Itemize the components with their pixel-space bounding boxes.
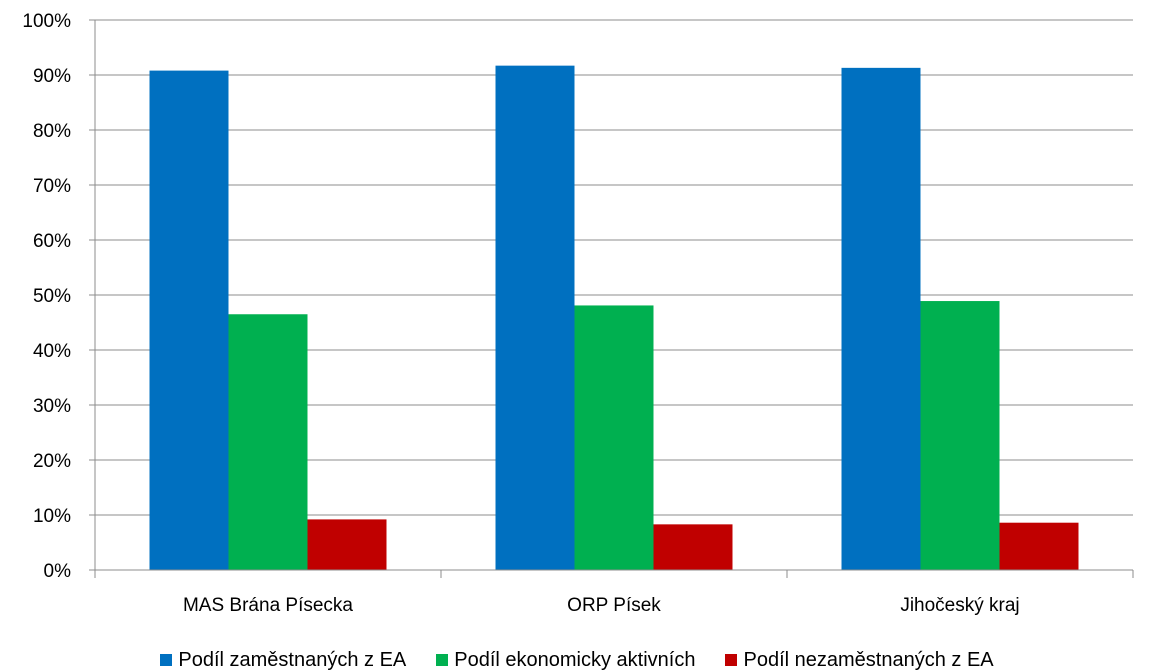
legend-swatch [436, 654, 449, 666]
bars [149, 65, 1079, 571]
legend-label: Podíl ekonomicky aktivních [454, 648, 696, 671]
bar [920, 301, 1000, 570]
y-tick-label: 100% [22, 11, 71, 32]
bar [495, 65, 575, 571]
bar-chart: 0% 10% 20% 30% 40% 50% 60% 70% 80% 90% 100% MAS Br… [22, 11, 1134, 616]
x-category-label: ORP Písek [567, 595, 661, 616]
bar [999, 522, 1079, 570]
y-tick-label: 20% [33, 451, 71, 472]
y-tick-label: 40% [33, 341, 71, 362]
legend: Podíl zaměstnaných z EA Podíl ekonomicky… [0, 648, 1154, 672]
x-axis-category-labels: MAS Brána Písecka ORP Písek Jihočeský kraj [183, 595, 1020, 616]
y-tick-label: 0% [44, 561, 72, 582]
y-tick-label: 70% [33, 176, 71, 197]
legend-label: Podíl nezaměstnaných z EA [743, 648, 994, 671]
y-tick-label: 80% [33, 121, 71, 142]
legend-label: Podíl zaměstnaných z EA [178, 648, 407, 671]
y-tick-label: 30% [33, 396, 71, 417]
x-category-label: MAS Brána Písecka [183, 595, 353, 616]
y-tick-label: 60% [33, 231, 71, 252]
bar [307, 519, 387, 570]
bar [574, 305, 654, 570]
legend-item-employed: Podíl zaměstnaných z EA [160, 648, 406, 672]
x-category-label: Jihočeský kraj [900, 595, 1019, 616]
y-tick-label: 90% [33, 66, 71, 87]
legend-swatch [160, 654, 173, 666]
legend-item-unemployed: Podíl nezaměstnaných z EA [725, 648, 994, 672]
y-tick-label: 50% [33, 286, 71, 307]
axes [89, 19, 1134, 578]
legend-item-economically-active: Podíl ekonomicky aktivních [436, 648, 695, 672]
bar [653, 524, 733, 570]
bar [149, 70, 229, 570]
y-tick-label: 10% [33, 506, 71, 527]
y-axis-tick-labels: 0% 10% 20% 30% 40% 50% 60% 70% 80% 90% 100% [22, 11, 71, 582]
bar [841, 67, 921, 570]
bar [228, 314, 308, 570]
legend-swatch [725, 654, 738, 666]
